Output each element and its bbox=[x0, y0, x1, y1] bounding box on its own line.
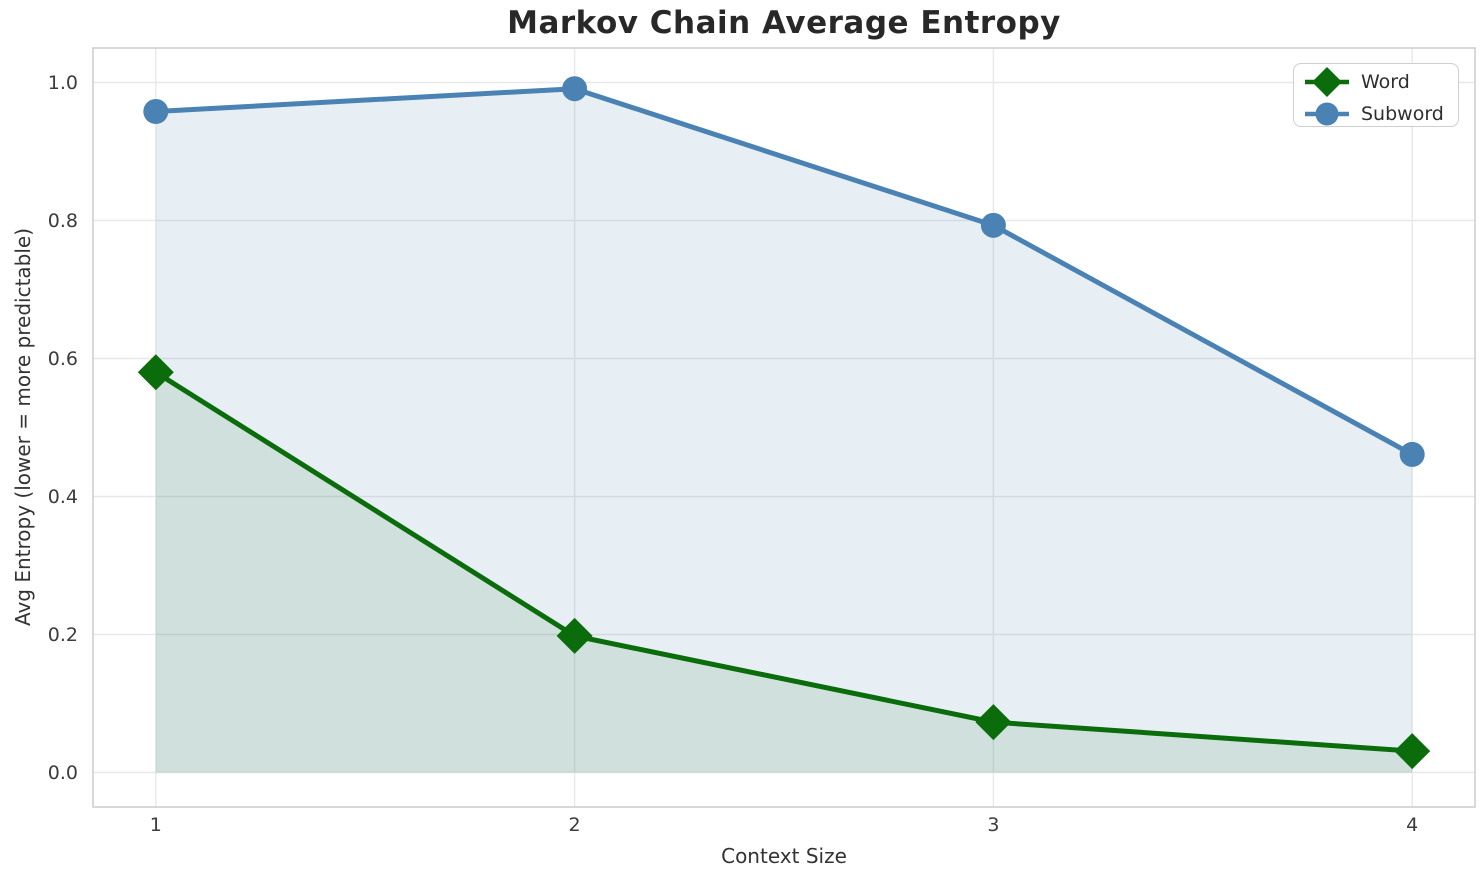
series-word-line bbox=[153, 369, 1415, 754]
series-subword-area bbox=[155, 88, 1413, 773]
x-tick-label: 4 bbox=[1406, 814, 1419, 836]
legend-label: Word bbox=[1361, 71, 1410, 93]
y-tick-label: 0.6 bbox=[47, 347, 78, 370]
x-axis-label: Context Size bbox=[721, 844, 847, 868]
x-tick-label: 1 bbox=[149, 814, 162, 836]
y-tick-label: 1.0 bbox=[47, 71, 78, 94]
series-subword-marker bbox=[143, 98, 169, 124]
legend-item-subword: Subword bbox=[1304, 98, 1448, 130]
y-tick-label: 0.8 bbox=[47, 209, 78, 232]
series-word-marker bbox=[975, 704, 1012, 741]
circle-marker-icon bbox=[1305, 102, 1349, 126]
series-word-marker bbox=[556, 617, 593, 654]
series-subword-marker bbox=[562, 76, 588, 102]
series-word-marker bbox=[1394, 733, 1431, 770]
series-subword-marker bbox=[1399, 441, 1425, 467]
plot-border bbox=[92, 47, 1476, 808]
series-word-marker bbox=[137, 354, 174, 391]
legend-item-word: Word bbox=[1304, 66, 1448, 98]
legend-label: Subword bbox=[1361, 103, 1444, 125]
y-tick-label: 0.2 bbox=[47, 623, 78, 646]
x-tick-label: 2 bbox=[568, 814, 581, 836]
series-word-area bbox=[155, 372, 1413, 773]
x-tick-label: 3 bbox=[987, 814, 1000, 836]
diamond-marker-icon bbox=[1305, 67, 1349, 97]
y-tick-label: 0.4 bbox=[47, 485, 78, 508]
series-subword-line bbox=[153, 86, 1415, 457]
y-axis-label: Avg Entropy (lower = more predictable) bbox=[11, 227, 35, 627]
legend: Word Subword bbox=[1293, 63, 1459, 127]
chart-title: Markov Chain Average Entropy bbox=[507, 5, 1061, 41]
y-tick-label: 0.0 bbox=[47, 761, 78, 784]
series-subword-marker bbox=[980, 212, 1006, 238]
